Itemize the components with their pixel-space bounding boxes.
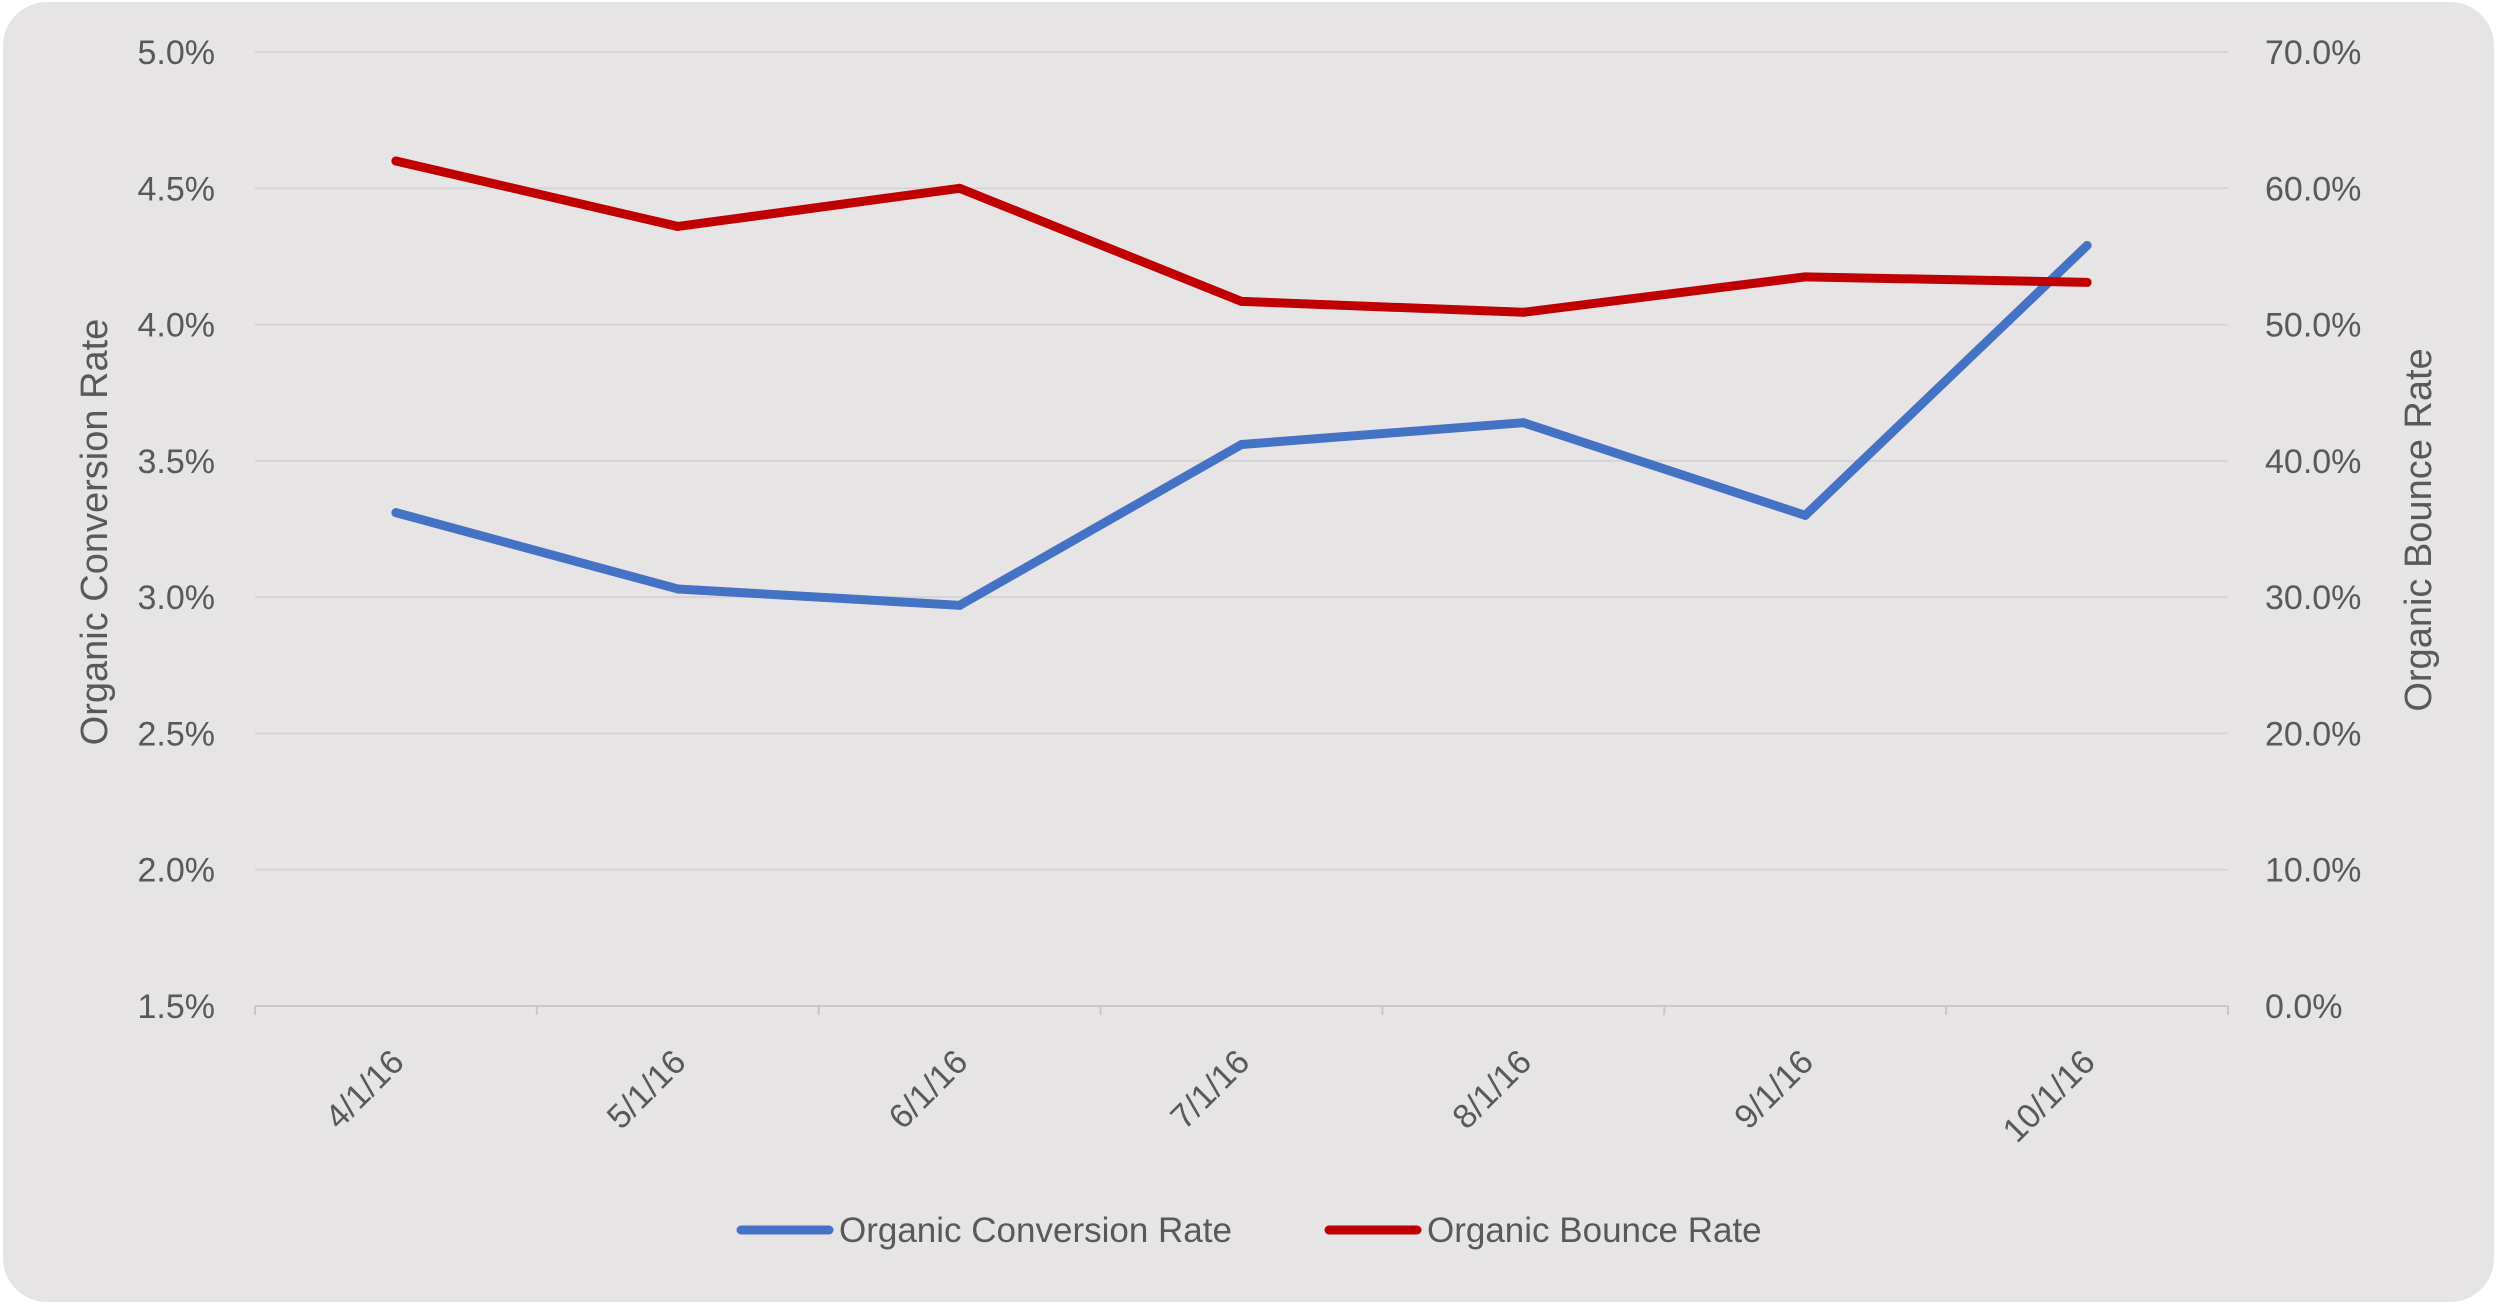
x-tick-label: 6/1/16 bbox=[882, 1043, 976, 1137]
legend: Organic Conversion Rate Organic Bounce R… bbox=[736, 1211, 1762, 1250]
x-axis bbox=[254, 1005, 2229, 1015]
data-point-conversion bbox=[1800, 510, 1810, 520]
right-y-tick-label: 20.0% bbox=[2265, 715, 2361, 753]
left-y-tick-label: 2.0% bbox=[138, 852, 216, 890]
data-point-bounce bbox=[1237, 296, 1246, 306]
left-y-tick-label: 3.0% bbox=[138, 579, 216, 617]
x-tick-label: 8/1/16 bbox=[1445, 1043, 1539, 1137]
right-y-tick-label: 60.0% bbox=[2265, 170, 2361, 208]
right-axis-title: Organic Bounce Rate bbox=[2398, 348, 2440, 711]
data-point-conversion bbox=[1237, 440, 1246, 450]
x-tick-label: 10/1/16 bbox=[1996, 1043, 2103, 1150]
x-tick-label: 4/1/16 bbox=[318, 1043, 412, 1137]
left-y-tick-label: 3.5% bbox=[138, 443, 216, 481]
left-y-tick-label: 5.0% bbox=[138, 34, 216, 72]
legend-item-conversion[interactable]: Organic Conversion Rate bbox=[736, 1211, 1232, 1250]
left-y-tick-label: 1.5% bbox=[138, 988, 216, 1026]
legend-label-conversion: Organic Conversion Rate bbox=[839, 1211, 1232, 1250]
x-tick-label: 9/1/16 bbox=[1727, 1043, 1821, 1137]
line-chart: 1.5% 2.0% 2.5% 3.0% 3.5% 4.0% 4.5% 5.0% 0.0% 10.… bbox=[74, 34, 2440, 1250]
left-y-axis-ticks: 1.5% 2.0% 2.5% 3.0% 3.5% 4.0% 4.5% 5.0% bbox=[138, 34, 216, 1026]
right-y-tick-label: 10.0% bbox=[2265, 852, 2361, 890]
data-point-bounce bbox=[391, 156, 401, 166]
right-y-tick-label: 30.0% bbox=[2265, 579, 2361, 617]
left-y-tick-label: 4.5% bbox=[138, 170, 216, 208]
series-lines bbox=[391, 156, 2092, 610]
x-tick-label: 5/1/16 bbox=[600, 1043, 694, 1137]
x-tick-label: 7/1/16 bbox=[1163, 1043, 1257, 1137]
right-y-tick-label: 70.0% bbox=[2265, 34, 2361, 72]
data-point-bounce bbox=[2082, 277, 2092, 287]
left-y-tick-label: 4.0% bbox=[138, 307, 216, 345]
data-point-conversion bbox=[2082, 241, 2092, 251]
data-point-conversion bbox=[1518, 418, 1528, 428]
left-axis-title: Organic Conversion Rate bbox=[74, 319, 116, 746]
right-y-tick-label: 40.0% bbox=[2265, 443, 2361, 481]
series-line-bounce bbox=[391, 156, 2092, 317]
legend-label-bounce: Organic Bounce Rate bbox=[1427, 1211, 1762, 1250]
data-point-conversion bbox=[391, 508, 401, 518]
chart-panel: 1.5% 2.0% 2.5% 3.0% 3.5% 4.0% 4.5% 5.0% 0.0% 10.… bbox=[3, 2, 2494, 1302]
right-y-tick-label: 0.0% bbox=[2265, 988, 2343, 1026]
data-point-bounce bbox=[1800, 272, 1810, 282]
gridlines bbox=[255, 51, 2228, 871]
left-y-tick-label: 2.5% bbox=[138, 715, 216, 753]
data-point-bounce bbox=[955, 183, 965, 193]
x-axis-ticks: 4/1/16 5/1/16 6/1/16 7/1/16 8/1/16 9/1/16 10/1… bbox=[318, 1043, 2103, 1150]
data-point-conversion bbox=[955, 600, 965, 610]
right-y-tick-label: 50.0% bbox=[2265, 307, 2361, 345]
data-point-conversion bbox=[673, 584, 683, 594]
data-point-bounce bbox=[673, 221, 683, 231]
legend-item-bounce[interactable]: Organic Bounce Rate bbox=[1324, 1211, 1762, 1250]
right-y-axis-ticks: 0.0% 10.0% 20.0% 30.0% 40.0% 50.0% 60.0% 70.0% bbox=[2265, 34, 2361, 1026]
data-point-bounce bbox=[1518, 307, 1528, 317]
